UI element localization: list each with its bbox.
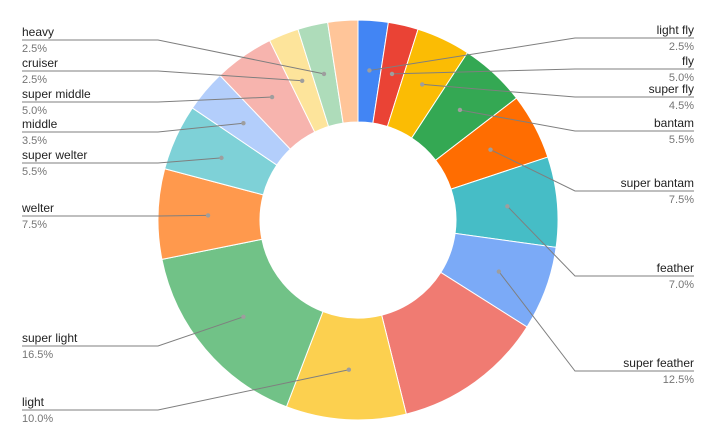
percent-label-super-bantam: 7.5% [669, 194, 694, 206]
label-group-super-welter: super welter 5.5% [22, 148, 224, 178]
leader-line-super-light [22, 316, 244, 347]
leader-dot-welter [205, 213, 211, 218]
label-group-super-light: super light 16.5% [22, 314, 246, 361]
leader-line-super-welter [22, 157, 222, 164]
percent-label-super-light: 16.5% [22, 349, 53, 361]
leader-dot-super-fly [419, 82, 425, 87]
leader-dot-super-feather [496, 269, 502, 274]
leader-dot-light [346, 367, 352, 372]
label-group-feather: feather 7.0% [505, 204, 694, 291]
leader-dot-bantam [457, 107, 463, 113]
leader-dot-super-bantam [488, 147, 493, 152]
label-group-middle: middle 3.5% [22, 117, 246, 147]
category-label-heavy: heavy [22, 25, 54, 39]
label-group-light-fly: light fly 2.5% [367, 23, 694, 73]
leader-line-light [22, 369, 349, 411]
label-group-welter: welter 7.5% [21, 201, 211, 231]
label-group-bantam: bantam 5.5% [457, 107, 694, 146]
label-group-super-bantam: super bantam 7.5% [488, 147, 694, 206]
label-group-super-fly: super fly 4.5% [419, 82, 694, 112]
category-label-middle: middle [22, 117, 58, 131]
category-label-welter: welter [21, 201, 54, 215]
label-group-super-middle: super middle 5.0% [22, 87, 275, 117]
category-label-bantam: bantam [654, 116, 694, 130]
percent-label-super-middle: 5.0% [22, 105, 47, 117]
slice-unlabeled-16[interactable] [327, 19, 359, 124]
leader-dot-fly [389, 71, 395, 77]
leader-dot-super-middle [269, 94, 275, 100]
category-label-super-middle: super middle [22, 87, 91, 101]
label-group-heavy: heavy 2.5% [22, 25, 327, 77]
percent-label-light-fly: 2.5% [669, 41, 694, 53]
category-label-super-fly: super fly [649, 82, 694, 96]
leader-dot-light-fly [367, 68, 372, 73]
leader-line-feather [507, 205, 694, 277]
percent-label-super-welter: 5.5% [22, 166, 47, 178]
leader-dot-middle [241, 120, 246, 126]
percent-label-cruiser: 2.5% [22, 74, 47, 86]
slices [157, 19, 559, 421]
leader-line-welter [22, 214, 209, 217]
leader-dot-cruiser [299, 78, 305, 83]
leader-dot-super-light [241, 314, 246, 320]
percent-label-middle: 3.5% [22, 135, 47, 147]
category-label-super-feather: super feather [623, 356, 694, 370]
percent-label-heavy: 2.5% [22, 43, 47, 55]
category-label-cruiser: cruiser [22, 56, 58, 70]
leader-line-middle [22, 122, 244, 133]
category-label-super-light: super light [22, 331, 78, 345]
category-label-light: light [22, 395, 45, 409]
label-group-cruiser: cruiser 2.5% [22, 56, 305, 86]
leader-line-super-fly [422, 83, 694, 98]
percent-label-light: 10.0% [22, 413, 53, 425]
leader-line-cruiser [22, 70, 303, 82]
leader-line-super-bantam [490, 149, 694, 192]
label-group-light: light 10.0% [22, 367, 352, 425]
percent-label-super-feather: 12.5% [663, 374, 694, 386]
label-group-super-feather: super feather 12.5% [496, 269, 694, 386]
leader-line-light-fly [369, 37, 694, 71]
leader-line-super-middle [22, 96, 273, 103]
leader-line-super-feather [498, 271, 694, 372]
category-label-fly: fly [682, 54, 694, 68]
label-group-fly: fly 5.0% [389, 54, 694, 84]
category-label-feather: feather [657, 261, 694, 275]
leader-dot-heavy [321, 71, 327, 77]
leader-line-fly [392, 68, 694, 75]
percent-label-fly: 5.0% [669, 72, 694, 84]
percent-label-bantam: 5.5% [669, 134, 694, 146]
leader-line-bantam [459, 109, 694, 132]
percent-label-welter: 7.5% [22, 219, 47, 231]
category-label-super-welter: super welter [22, 148, 87, 162]
leader-line-heavy [22, 39, 325, 75]
leader-dot-feather [505, 204, 510, 209]
category-label-light-fly: light fly [657, 23, 694, 37]
percent-label-feather: 7.0% [669, 279, 694, 291]
percent-label-super-fly: 4.5% [669, 100, 694, 112]
category-label-super-bantam: super bantam [621, 176, 694, 190]
leader-dot-super-welter [219, 155, 224, 161]
slice-super-light[interactable] [161, 238, 324, 408]
